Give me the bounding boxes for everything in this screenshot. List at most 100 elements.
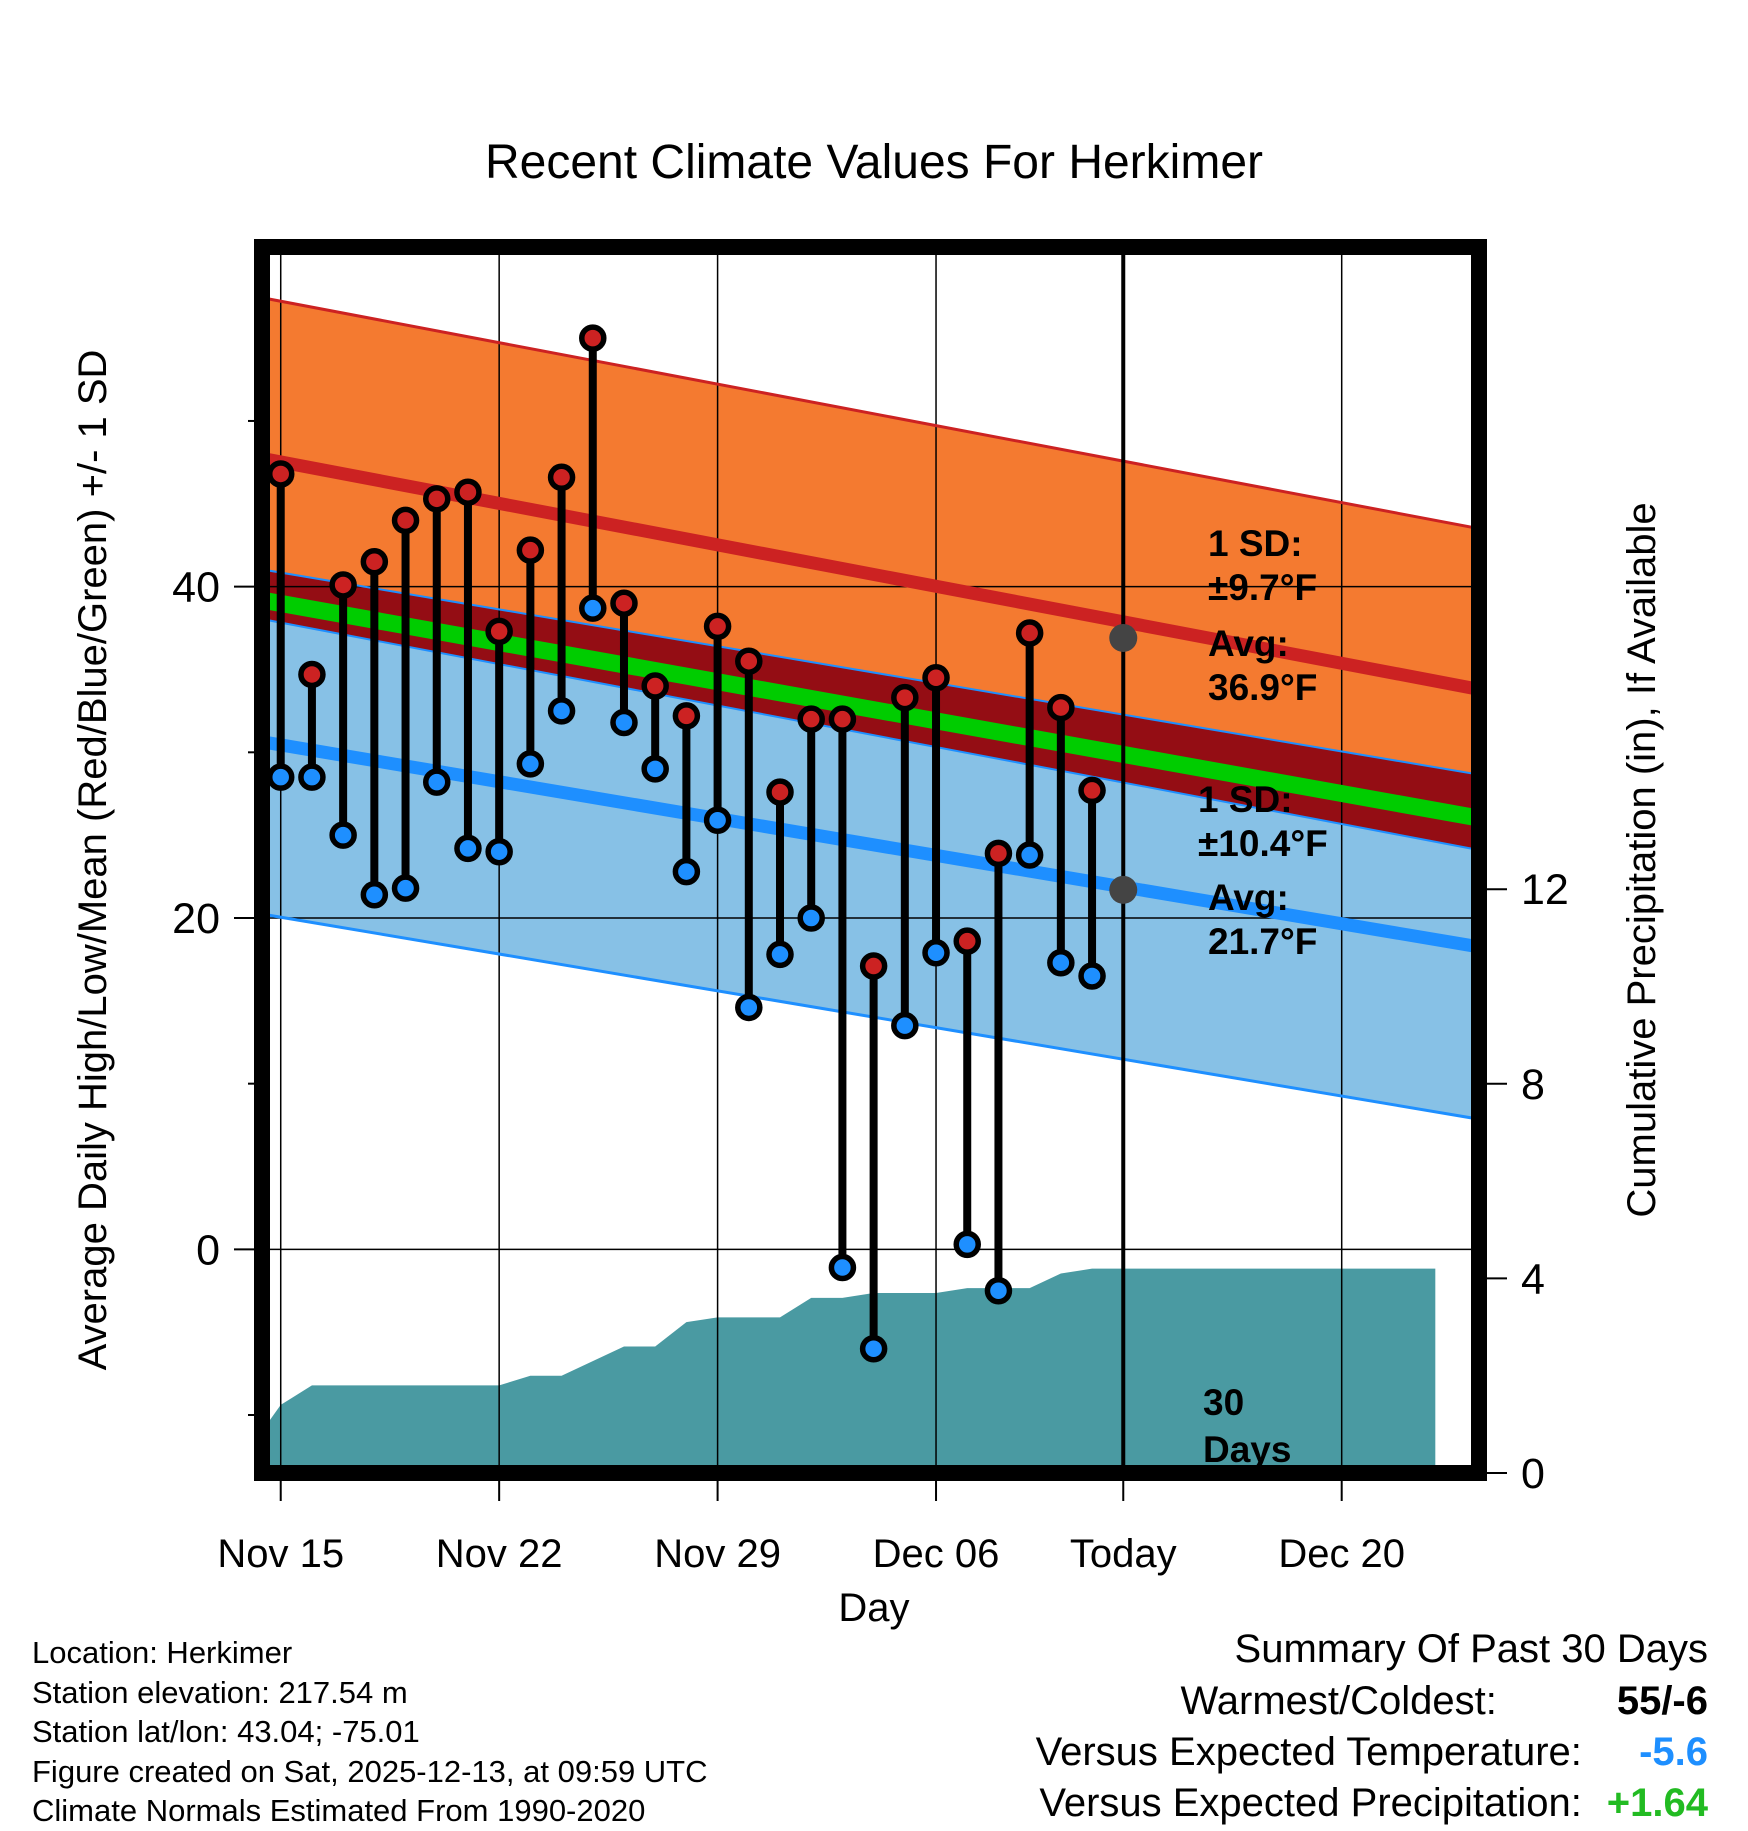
x-tick-label: Today	[1070, 1532, 1177, 1576]
daily-low-point	[610, 708, 638, 737]
daily-high-point	[298, 660, 326, 689]
daily-low-point	[176, 700, 198, 722]
normals-text: Climate Normals Estimated From 1990-2020	[32, 1793, 646, 1828]
daily-high-point	[266, 460, 295, 488]
x-tick-label: Nov 29	[654, 1532, 781, 1576]
daily-low-point	[891, 1011, 919, 1040]
daily-low-point	[672, 857, 701, 886]
high-plus-sd-line	[262, 296, 1479, 531]
y-tick-label: 0	[196, 1226, 220, 1274]
daily-low-point	[953, 1230, 981, 1259]
daily-high-point	[207, 498, 229, 520]
high-avg-marker	[1109, 623, 1138, 652]
window-label-number: 30	[1203, 1382, 1244, 1423]
daily-low-point	[703, 806, 732, 834]
daily-low-point	[516, 750, 545, 778]
daily-high-point	[641, 672, 669, 700]
daily-low-point	[579, 594, 607, 622]
grid-lines	[262, 247, 1479, 1473]
daily-high-point	[422, 485, 451, 513]
precip-value: +1.64	[1606, 1781, 1708, 1825]
y-axis-label: Average Daily High/Low/Mean (Red/Blue/Gr…	[71, 350, 115, 1371]
daily-low-point	[454, 834, 482, 863]
daily-low-point	[485, 837, 513, 866]
daily-high-point	[391, 506, 420, 535]
high-avg-label: Avg:	[1208, 623, 1289, 664]
y-tick-label: 20	[172, 895, 220, 943]
daily-high-point	[1078, 776, 1106, 805]
x-tick-label: Nov 15	[217, 1532, 344, 1576]
daily-low-point	[360, 881, 389, 909]
y2-axis-label: Cumulative Precipitation (in), If Availa…	[1620, 502, 1664, 1217]
summary-precip-row: Versus Expected Precipitation: +1.64	[1036, 1778, 1708, 1829]
x-tick-label: Dec 20	[1278, 1532, 1405, 1576]
low-sd-value: ±10.4°F	[1198, 823, 1328, 864]
daily-high-point	[360, 548, 389, 576]
high-minus-sd-line	[262, 618, 1479, 852]
daily-high-point	[703, 612, 732, 641]
summary-title: Summary Of Past 30 Days	[1234, 1627, 1708, 1671]
created-text: Figure created on Sat, 2025-12-13, at 09…	[32, 1753, 708, 1789]
daily-low-point	[1015, 841, 1044, 869]
daily-low-point	[922, 939, 950, 967]
daily-low-point	[207, 723, 229, 745]
daily-low-point	[766, 940, 794, 969]
warmest-value: 55/-6	[1616, 1679, 1708, 1723]
daily-low-point	[391, 874, 420, 902]
y-tick-label: 40	[172, 564, 220, 612]
daily-low-point	[1078, 962, 1106, 990]
daily-high-point	[766, 778, 794, 806]
summary-warmest-row: Warmest/Coldest: 55/-6	[1036, 1676, 1709, 1727]
daily-high-point	[828, 705, 857, 733]
daily-high-point	[547, 463, 576, 492]
warmest-label: Warmest/Coldest:	[1180, 1679, 1497, 1723]
daily-high-point	[516, 536, 545, 564]
daily-high-point	[672, 702, 701, 730]
precip-label: Versus Expected Precipitation:	[1039, 1781, 1582, 1825]
daily-low-point	[1047, 948, 1075, 977]
low-avg-label: Avg:	[1208, 877, 1289, 918]
summary-panel: Summary Of Past 30 Days Warmest/Coldest:…	[1036, 1622, 1708, 1829]
precip-area	[262, 1268, 1436, 1473]
plot-frame	[254, 239, 1487, 1481]
daily-low-point	[641, 755, 669, 783]
daily-low-point	[735, 993, 763, 1022]
low-avg-value: 21.7°F	[1208, 921, 1317, 962]
daily-high-point	[953, 927, 981, 955]
high-sd-label: 1 SD:	[1208, 523, 1303, 564]
daily-low-point	[797, 904, 825, 932]
daily-high-point	[922, 664, 950, 692]
axes: 0 20 40 0 4 8 12 Nov 15 Nov 22 Nov 29 Dec 06 Today D…	[172, 419, 1569, 1576]
y2-tick-label: 8	[1521, 1061, 1545, 1109]
daily-high-point	[797, 705, 825, 733]
daily-high-point	[984, 839, 1013, 868]
daily-high-point	[610, 589, 638, 617]
location-text: Location: Herkimer	[32, 1635, 293, 1670]
daily-low-point	[422, 768, 451, 796]
daily-high-point	[454, 478, 482, 506]
station-info: Location: Herkimer Station elevation: 21…	[32, 1633, 708, 1831]
temp-value: -5.6	[1639, 1730, 1708, 1774]
y2-tick-label: 4	[1521, 1255, 1545, 1303]
daily-low-point	[859, 1334, 888, 1363]
daily-low-point	[266, 763, 295, 791]
summary-temp-row: Versus Expected Temperature: -5.6	[1036, 1727, 1708, 1778]
daily-high-point	[1015, 619, 1044, 647]
high-sd-value: ±9.7°F	[1208, 567, 1317, 608]
daily-high-point	[735, 647, 763, 675]
daily-low-point	[329, 821, 357, 849]
x-tick-label: Nov 22	[436, 1532, 563, 1576]
precip-cumulative-area	[262, 1268, 1436, 1473]
latlon-text: Station lat/lon: 43.04; -75.01	[32, 1714, 420, 1749]
daily-high-point	[859, 952, 888, 980]
daily-high-point	[579, 324, 607, 352]
annotations: 1 SD: ±9.7°F Avg: 36.9°F 1 SD: ±10.4°F A…	[1198, 523, 1328, 1470]
chart-title: Recent Climate Values For Herkimer	[485, 136, 1263, 189]
window-label-days: Days	[1203, 1429, 1291, 1470]
daily-low-point	[547, 697, 576, 725]
low-avg-marker	[1109, 875, 1138, 904]
daily-high-point	[1047, 693, 1075, 722]
daily-low-point	[984, 1277, 1013, 1305]
y2-tick-label: 12	[1521, 866, 1569, 914]
